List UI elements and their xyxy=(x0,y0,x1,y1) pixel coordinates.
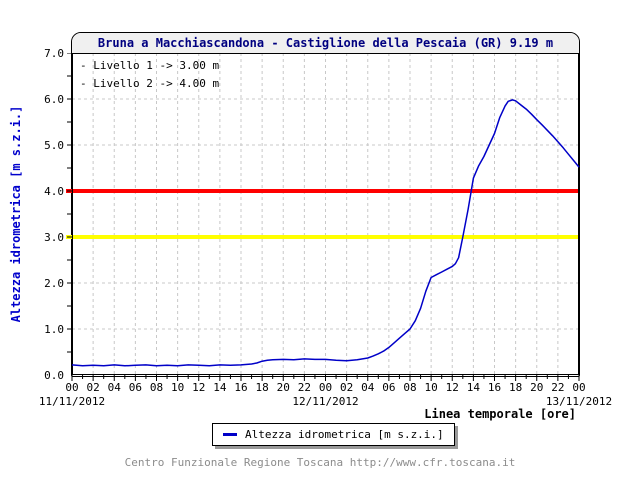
y-axis-title: Altezza idrometrica [m s.z.i.] xyxy=(9,105,23,323)
x-hour-label: 12 xyxy=(445,381,459,394)
x-hour-label: 02 xyxy=(340,381,354,394)
x-hour-label: 06 xyxy=(128,381,142,394)
x-date-label: 13/11/2012 xyxy=(545,395,613,408)
x-hour-label: 14 xyxy=(213,381,227,394)
x-hour-label: 20 xyxy=(530,381,544,394)
x-hour-label: 00 xyxy=(65,381,79,394)
threshold-annotation-level2: - Livello 2 -> 4.00 m xyxy=(80,77,220,90)
x-hour-label: 08 xyxy=(149,381,164,394)
y-tick-label: 6.0 xyxy=(44,93,64,106)
x-hour-label: 22 xyxy=(551,381,565,394)
y-tick-label: 0.0 xyxy=(44,369,64,382)
x-hour-label: 22 xyxy=(297,381,311,394)
plot-area xyxy=(66,53,580,381)
x-hour-label: 18 xyxy=(255,381,269,394)
x-axis-title: Linea temporale [ore] xyxy=(424,407,576,421)
chart-title-band: Bruna a Macchiascandona - Castiglione de… xyxy=(72,33,579,54)
x-date-label: 12/11/2012 xyxy=(292,395,359,408)
x-hour-label: 00 xyxy=(318,381,333,394)
x-hour-label: 12 xyxy=(192,381,206,394)
y-tick-label: 4.0 xyxy=(44,185,64,198)
x-hour-label: 10 xyxy=(171,381,185,394)
x-hour-label: 16 xyxy=(234,381,248,394)
legend-series-label: Altezza idrometrica [m s.z.i.] xyxy=(245,428,444,441)
plot-border xyxy=(72,53,579,375)
x-hour-label: 10 xyxy=(424,381,438,394)
x-hour-label: 04 xyxy=(107,381,121,394)
x-hour-label: 20 xyxy=(276,381,290,394)
x-hour-label: 18 xyxy=(509,381,523,394)
y-tick-label: 7.0 xyxy=(44,47,64,60)
chart-title: Bruna a Macchiascandona - Castiglione de… xyxy=(97,36,554,50)
x-hour-label: 00 xyxy=(572,381,586,394)
x-hour-label: 04 xyxy=(361,381,375,394)
y-tick-label: 3.0 xyxy=(44,231,64,244)
footer-credit: Centro Funzionale Regione Toscana http:/… xyxy=(124,456,516,469)
x-hour-label: 08 xyxy=(403,381,417,394)
y-tick-label: 1.0 xyxy=(44,323,64,336)
x-hour-label: 14 xyxy=(466,381,480,394)
y-tick-label: 5.0 xyxy=(44,139,64,152)
legend-box: Altezza idrometrica [m s.z.i.] xyxy=(212,423,455,446)
y-tick-label: 2.0 xyxy=(44,277,64,290)
legend-line-marker-icon xyxy=(223,433,237,436)
threshold-annotation-level1: - Livello 1 -> 3.00 m xyxy=(80,59,220,72)
x-hour-label: 06 xyxy=(382,381,396,394)
hydrometric-level-curve xyxy=(71,99,580,367)
x-date-label: 11/11/2012 xyxy=(38,395,106,408)
x-hour-label: 16 xyxy=(487,381,502,394)
x-hour-label: 02 xyxy=(86,381,100,394)
